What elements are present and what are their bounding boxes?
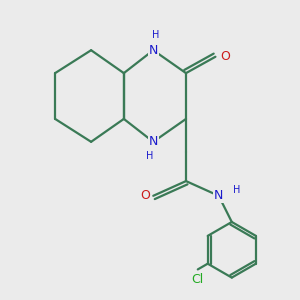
- Text: H: H: [146, 151, 154, 160]
- Text: N: N: [148, 44, 158, 57]
- Text: H: H: [152, 31, 160, 40]
- Text: N: N: [148, 135, 158, 148]
- Text: O: O: [140, 189, 150, 202]
- Text: Cl: Cl: [192, 273, 204, 286]
- Text: O: O: [220, 50, 230, 63]
- Text: H: H: [233, 185, 240, 195]
- Text: N: N: [214, 189, 224, 202]
